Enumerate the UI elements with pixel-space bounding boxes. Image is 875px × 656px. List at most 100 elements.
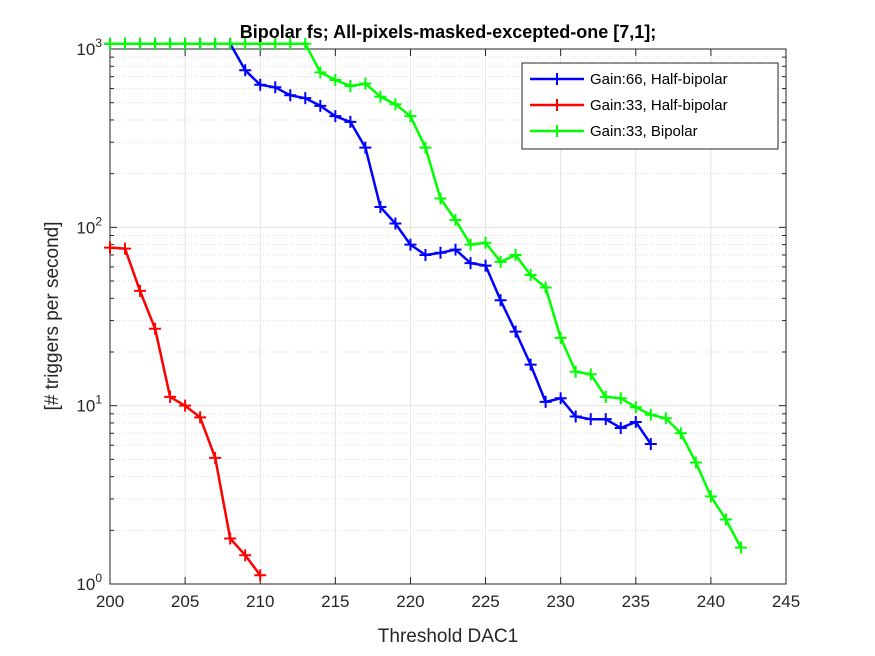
data-point — [269, 81, 282, 94]
y-tick-label: 103 — [76, 36, 102, 59]
legend-marker — [551, 125, 563, 137]
x-tick-label: 210 — [246, 592, 274, 611]
data-point — [104, 37, 116, 50]
data-point — [239, 549, 252, 562]
data-point — [359, 77, 372, 90]
x-tick-label: 225 — [471, 592, 499, 611]
data-point — [644, 408, 657, 421]
data-point — [134, 284, 147, 297]
data-point — [149, 322, 162, 335]
data-point — [734, 541, 747, 554]
plot-frame — [109, 48, 787, 585]
data-point — [419, 248, 432, 261]
data-point — [449, 213, 462, 226]
y-tick-label: 100 — [76, 571, 102, 594]
data-point — [239, 64, 252, 77]
x-axis-label: Threshold DAC1 — [378, 626, 518, 647]
data-point — [209, 451, 222, 464]
data-point — [539, 395, 552, 408]
legend-marker — [551, 99, 563, 111]
x-tick-label: 205 — [171, 592, 199, 611]
data-point — [644, 437, 657, 450]
data-point — [629, 415, 642, 428]
data-point — [314, 66, 327, 79]
data-point — [434, 192, 447, 205]
x-tick-label: 220 — [396, 592, 424, 611]
legend-marker — [551, 73, 563, 85]
y-tick-label: 102 — [76, 214, 102, 237]
data-point — [224, 37, 237, 50]
x-tick-label: 200 — [96, 592, 124, 611]
x-tick-label: 240 — [697, 592, 725, 611]
legend-label: Gain:33, Half-bipolar — [590, 97, 728, 114]
data-point — [659, 412, 672, 425]
data-point — [119, 37, 132, 50]
data-point — [614, 421, 627, 434]
data-point — [599, 413, 612, 426]
data-point — [464, 257, 477, 270]
data-point — [449, 243, 462, 256]
data-point — [149, 37, 162, 50]
y-tick-labels: 100 101 102 103 — [76, 36, 102, 594]
data-point — [509, 325, 522, 338]
data-point — [674, 427, 687, 440]
data-point — [194, 37, 207, 50]
data-point — [479, 236, 492, 249]
data-point — [224, 532, 237, 545]
data-point — [524, 358, 537, 371]
data-point — [554, 331, 567, 344]
series-2 — [104, 241, 267, 582]
data-point — [554, 392, 567, 405]
x-tick-label: 245 — [772, 592, 800, 611]
data-point — [389, 98, 402, 111]
legend-label: Gain:66, Half-bipolar — [590, 71, 728, 88]
data-point — [374, 90, 387, 103]
data-point — [194, 411, 207, 424]
data-point — [314, 99, 327, 112]
data-point — [329, 74, 342, 87]
data-point — [299, 37, 312, 50]
data-point — [404, 110, 417, 123]
data-point — [374, 201, 387, 214]
data-point — [344, 80, 357, 93]
data-point — [494, 294, 507, 307]
data-point — [509, 248, 522, 261]
data-point — [284, 89, 297, 102]
data-point — [344, 115, 357, 128]
data-point — [254, 78, 267, 91]
data-point — [614, 392, 627, 405]
y-tick-label: 101 — [76, 393, 102, 416]
data-point — [464, 238, 477, 251]
data-point — [164, 390, 177, 403]
data-point — [389, 217, 402, 230]
data-point — [359, 141, 372, 154]
legend-label: Gain:33, Bipolar — [590, 123, 698, 140]
series-layer — [104, 37, 747, 582]
data-point — [104, 241, 116, 254]
x-tick-label: 230 — [546, 592, 574, 611]
data-point — [584, 413, 597, 426]
data-point — [419, 141, 432, 154]
data-point — [404, 238, 417, 251]
data-point — [284, 37, 297, 50]
data-point — [689, 456, 702, 469]
data-point — [584, 368, 597, 381]
data-point — [299, 92, 312, 105]
chart-title: Bipolar fs; All-pixels-masked-excepted-o… — [240, 22, 656, 42]
data-point — [254, 37, 267, 50]
data-point — [569, 410, 582, 423]
data-point — [494, 255, 507, 268]
data-point — [179, 37, 192, 50]
data-point — [329, 110, 342, 123]
x-tick-labels: 200 205 210 215 220 225 230 235 240 245 — [96, 592, 800, 611]
x-tick-label: 235 — [622, 592, 650, 611]
data-point — [269, 37, 282, 50]
data-point — [524, 269, 537, 282]
data-point — [629, 401, 642, 414]
data-point — [539, 281, 552, 294]
data-point — [479, 259, 492, 272]
data-point — [164, 37, 177, 50]
data-point — [434, 246, 447, 259]
data-point — [179, 399, 192, 412]
